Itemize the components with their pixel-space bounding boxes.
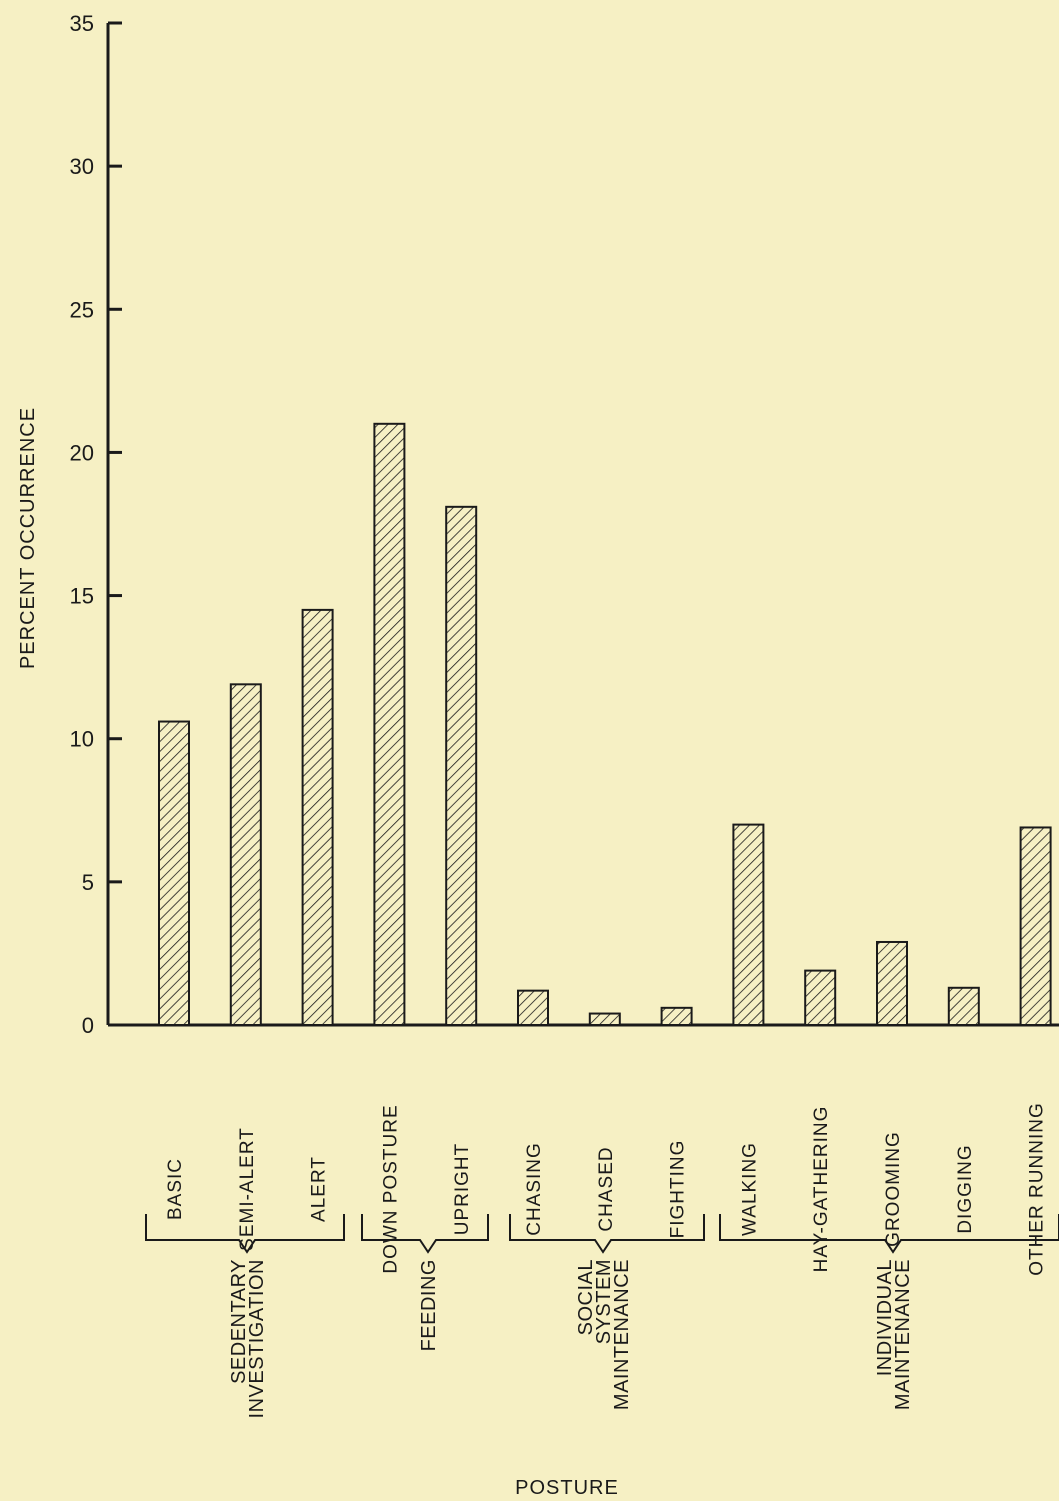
- group-label: SEDENTARY: [228, 1259, 250, 1384]
- bar: [445, 505, 478, 1026]
- bar: [229, 683, 262, 1026]
- category-label: UPRIGHT: [452, 1143, 473, 1236]
- y-axis: 0 5 10 15 20 25 30 35: [70, 11, 122, 1038]
- category-label: OTHER RUNNING: [1027, 1102, 1048, 1275]
- category-label: CHASED: [596, 1146, 617, 1231]
- category-label: SEMI-ALERT: [237, 1127, 258, 1251]
- category-label: GROOMING: [883, 1131, 904, 1247]
- category-label: WALKING: [739, 1142, 760, 1236]
- y-tick-label: 10: [70, 727, 94, 752]
- group-label: SOCIAL: [575, 1259, 597, 1335]
- x-axis-title: POSTURE: [515, 1477, 619, 1499]
- y-axis-title: PERCENT OCCURRENCE: [17, 407, 39, 669]
- category-label: CHASING: [524, 1142, 545, 1236]
- category-label: HAY-GATHERING: [811, 1106, 832, 1273]
- y-tick-label: 25: [70, 297, 94, 322]
- y-tick-label: 35: [70, 11, 94, 36]
- y-tick-label: 30: [70, 154, 94, 179]
- bar: [588, 1012, 621, 1027]
- category-label: FIGHTING: [668, 1140, 689, 1239]
- y-tick-label: 5: [82, 870, 94, 895]
- group-label: INVESTIGATION: [246, 1259, 268, 1418]
- bar: [373, 422, 406, 1026]
- group-bracket: [509, 1214, 705, 1254]
- group-bracket: [145, 1214, 345, 1254]
- y-tick-label: 20: [70, 440, 94, 465]
- y-tick-label: 0: [82, 1013, 94, 1038]
- bar: [517, 989, 549, 1026]
- category-label: BASIC: [165, 1158, 186, 1220]
- group-label: MAINTENANCE: [892, 1259, 914, 1410]
- category-label: DOWN POSTURE: [380, 1104, 401, 1273]
- bar: [301, 608, 334, 1027]
- category-label: DIGGING: [955, 1144, 976, 1233]
- bar: [660, 1006, 693, 1027]
- group-label: INDIVIDUAL: [874, 1259, 896, 1376]
- group-label: MAINTENANCE: [611, 1259, 633, 1410]
- bar: [1019, 826, 1052, 1026]
- y-tick-label: 15: [70, 584, 94, 609]
- bar: [876, 940, 908, 1027]
- category-label: ALERT: [309, 1156, 330, 1222]
- bar: [947, 986, 980, 1026]
- group-bracket: [361, 1214, 489, 1254]
- group-bracket: [719, 1214, 1059, 1254]
- bar: [804, 969, 837, 1026]
- group-label: FEEDING: [418, 1259, 440, 1351]
- category-labels: BASIC SEMI-ALERT ALERT DOWN POSTURE UPRIGHT C…: [165, 1102, 1048, 1275]
- group-label: SYSTEM: [593, 1259, 615, 1344]
- bar: [732, 823, 765, 1026]
- bars: [158, 422, 1052, 1027]
- bar: [158, 720, 190, 1027]
